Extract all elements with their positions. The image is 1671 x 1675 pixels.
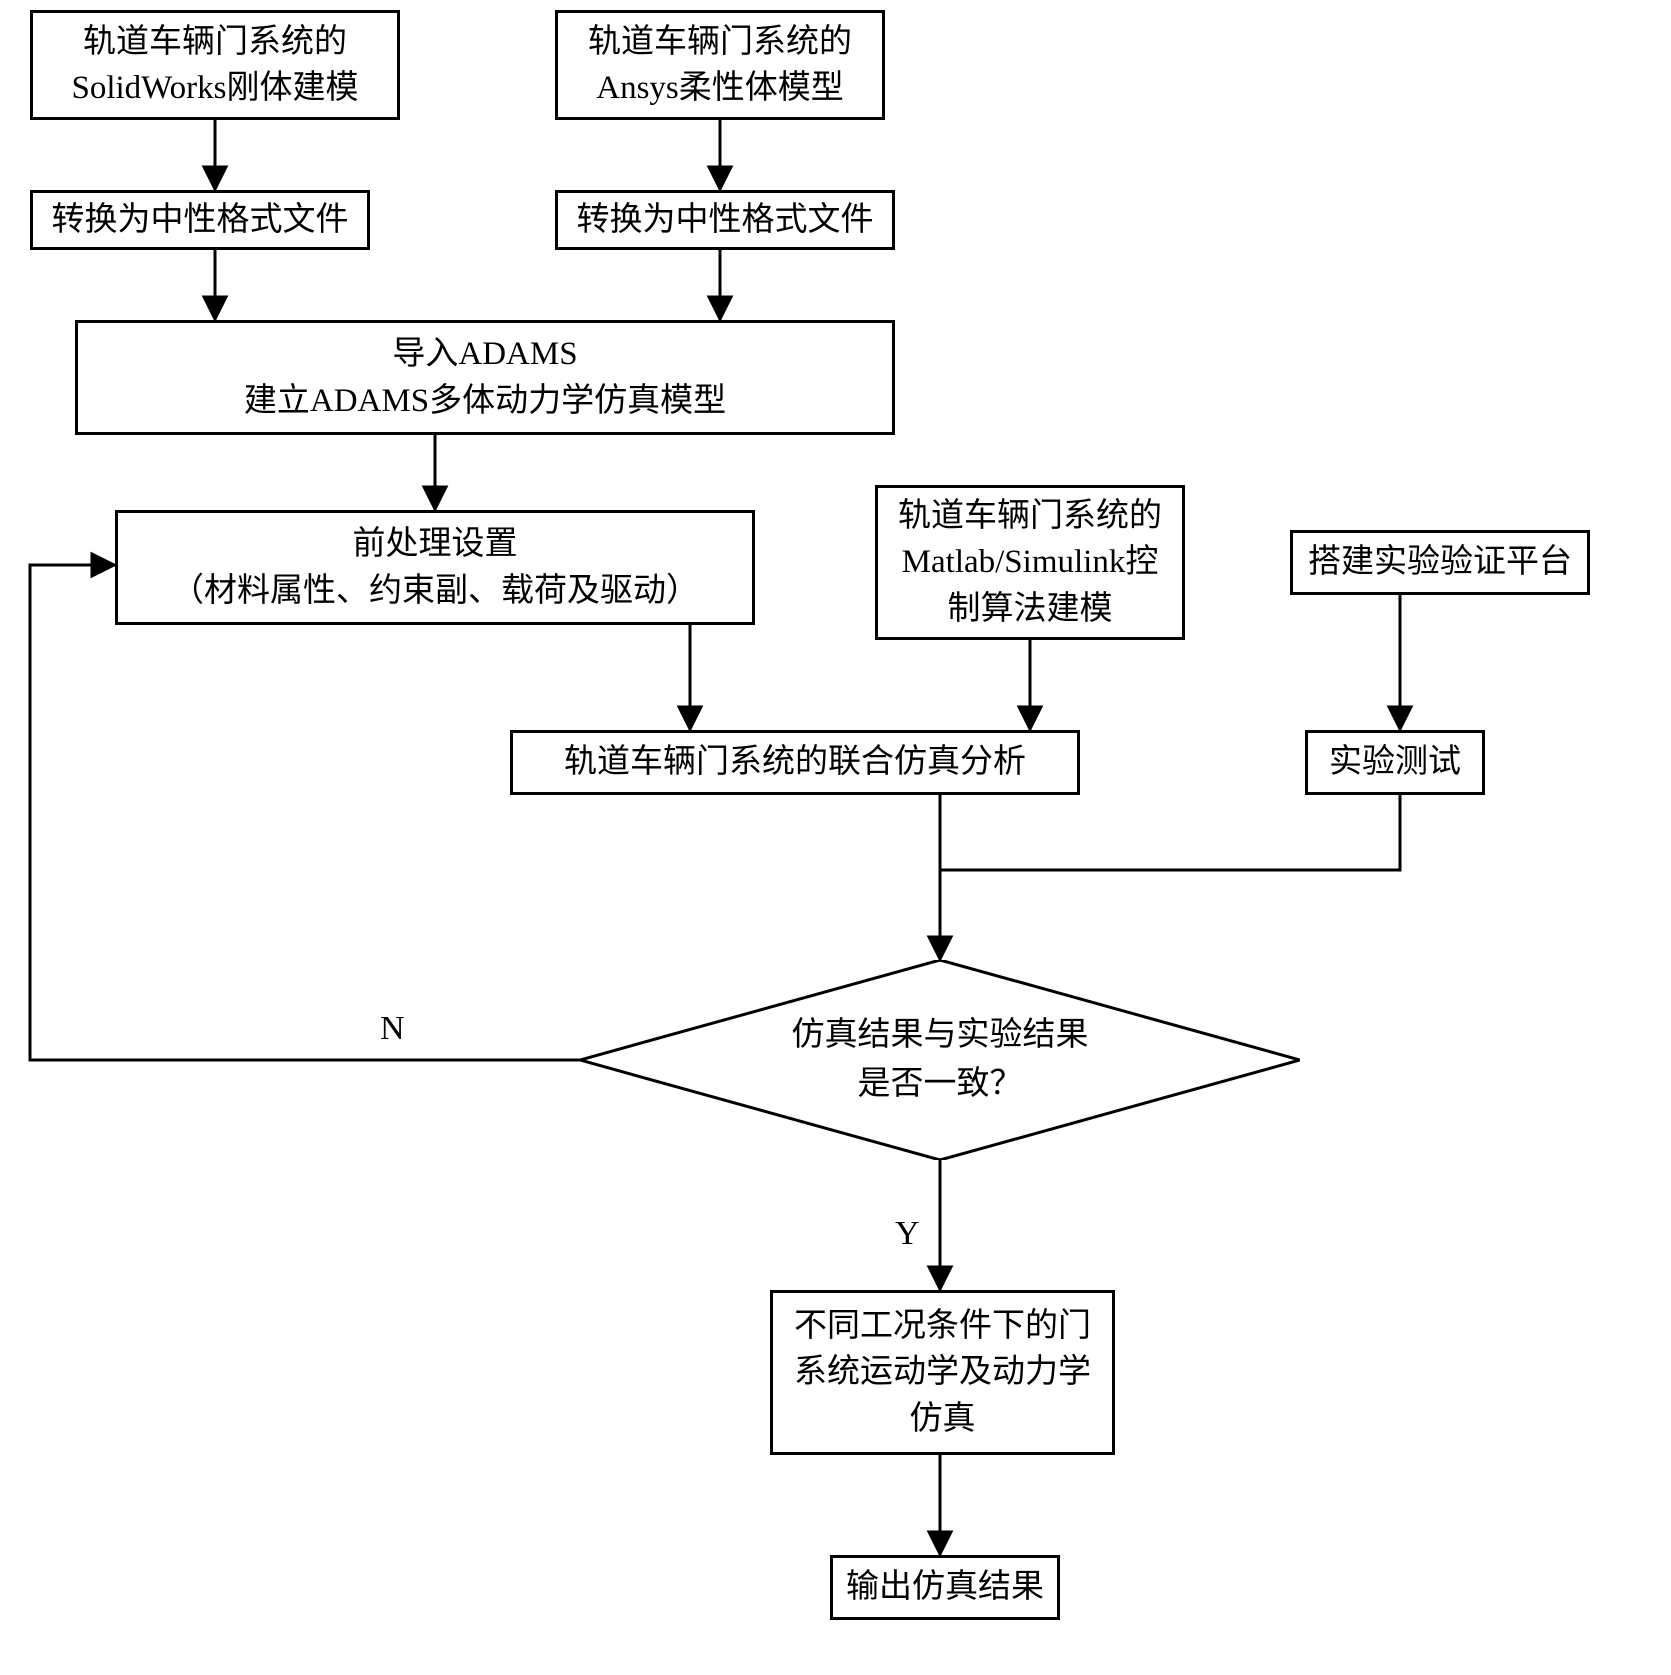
flow-node-n6: 前处理设置（材料属性、约束副、载荷及驱动） [115,510,755,625]
flow-node-n12: 不同工况条件下的门系统运动学及动力学仿真 [770,1290,1115,1455]
node-text: 搭建实验验证平台 [1308,539,1572,585]
edge-label-N: N [380,1010,405,1048]
flow-edge-11 [30,565,580,1060]
flow-node-n3: 转换为中性格式文件 [30,190,370,250]
flow-node-n1: 轨道车辆门系统的SolidWorks刚体建模 [30,10,400,120]
node-text: 轨道车辆门系统的Matlab/Simulink控制算法建模 [898,493,1162,632]
node-text: 仿真结果与实验结果是否一致？ [792,1011,1089,1110]
node-text: 轨道车辆门系统的SolidWorks刚体建模 [71,19,358,111]
node-text: 不同工况条件下的门系统运动学及动力学仿真 [794,1303,1091,1442]
flow-decision-n11: 仿真结果与实验结果是否一致？ [580,960,1300,1160]
flow-edge-8 [940,795,1400,870]
node-text: 导入ADAMS建立ADAMS多体动力学仿真模型 [244,331,726,423]
node-text: 输出仿真结果 [846,1564,1044,1610]
node-text: 转换为中性格式文件 [52,197,349,243]
node-text: 实验测试 [1329,739,1461,785]
flow-node-n7: 轨道车辆门系统的Matlab/Simulink控制算法建模 [875,485,1185,640]
flow-node-n8: 搭建实验验证平台 [1290,530,1590,595]
node-text: 轨道车辆门系统的联合仿真分析 [564,739,1026,785]
node-text: 前处理设置（材料属性、约束副、载荷及驱动） [171,521,699,613]
flow-node-n2: 轨道车辆门系统的Ansys柔性体模型 [555,10,885,120]
flow-node-n5: 导入ADAMS建立ADAMS多体动力学仿真模型 [75,320,895,435]
node-text: 转换为中性格式文件 [577,197,874,243]
flow-node-n9: 轨道车辆门系统的联合仿真分析 [510,730,1080,795]
edge-label-Y: Y [895,1215,920,1253]
flow-node-n10: 实验测试 [1305,730,1485,795]
flow-node-n4: 转换为中性格式文件 [555,190,895,250]
flow-node-n13: 输出仿真结果 [830,1555,1060,1620]
node-text: 轨道车辆门系统的Ansys柔性体模型 [588,19,852,111]
